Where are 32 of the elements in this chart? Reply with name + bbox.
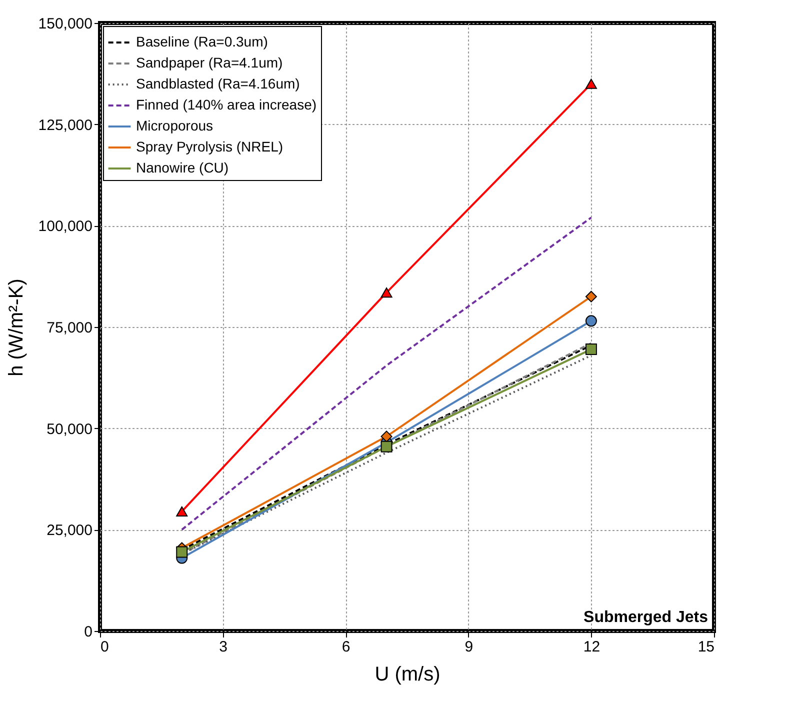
x-tick-label: 15 (698, 638, 714, 656)
legend-label: Microporous (136, 118, 214, 134)
y-tick-label: 75,000 (46, 320, 92, 336)
y-tick-label: 0 (84, 624, 92, 640)
point (380, 288, 392, 298)
point (176, 546, 188, 558)
legend-label: Nanowire (CU) (136, 160, 229, 176)
x-tick-label: 3 (219, 638, 228, 656)
point (585, 315, 597, 327)
x-tick-label: 6 (342, 638, 350, 656)
point (380, 430, 392, 442)
x-tick-label: 0 (100, 638, 109, 656)
y-tick-label: 100,000 (38, 218, 92, 236)
legend-label: Sandblasted (Ra=4.16um) (136, 76, 300, 92)
y-tick-label: 25,000 (46, 522, 92, 540)
annotation: Submerged Jets (584, 609, 708, 626)
legend-label: Baseline (Ra=0.3um) (136, 34, 268, 50)
point (176, 506, 188, 516)
y-axis-title: h (W/m²-K) (5, 278, 28, 376)
point (585, 290, 597, 302)
legend-label: Finned (140% area increase) (136, 96, 317, 112)
point (380, 440, 392, 452)
legend-label: Spray Pyrolysis (NREL) (136, 138, 284, 154)
point (585, 344, 597, 356)
x-tick-label: 12 (583, 638, 600, 656)
legend-label: Sandpaper (Ra=4.1um) (136, 54, 283, 70)
x-axis-title: U (m/s) (374, 664, 440, 686)
y-tick-label: 150,000 (38, 16, 92, 32)
y-tick-label: 50,000 (46, 420, 92, 438)
x-tick-label: 9 (464, 638, 474, 656)
point (585, 78, 597, 89)
y-tick-label: 125,000 (38, 116, 92, 134)
